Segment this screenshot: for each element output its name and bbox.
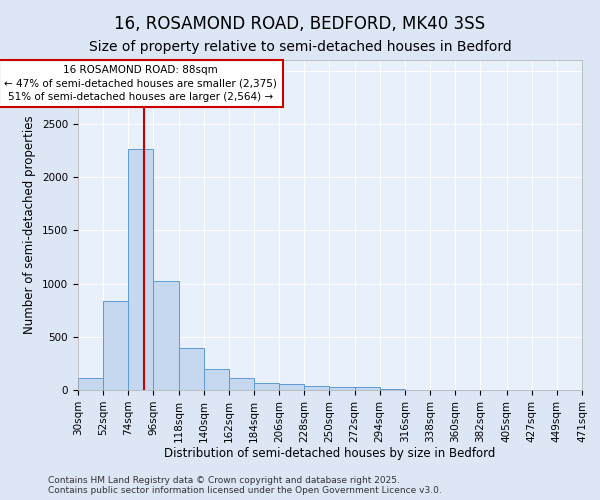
Bar [329, 387, 355, 390]
Bar [355, 387, 380, 390]
Text: 16, ROSAMOND ROAD, BEDFORD, MK40 3SS: 16, ROSAMOND ROAD, BEDFORD, MK40 3SS [115, 15, 485, 33]
Bar [229, 378, 254, 390]
Bar [78, 378, 103, 390]
Bar [179, 348, 204, 390]
Text: Contains HM Land Registry data © Crown copyright and database right 2025.
Contai: Contains HM Land Registry data © Crown c… [48, 476, 442, 495]
Bar [103, 300, 128, 390]
Text: 16 ROSAMOND ROAD: 88sqm
← 47% of semi-detached houses are smaller (2,375)
51% of: 16 ROSAMOND ROAD: 88sqm ← 47% of semi-de… [4, 66, 277, 102]
Text: Size of property relative to semi-detached houses in Bedford: Size of property relative to semi-detach… [89, 40, 511, 54]
Bar [204, 368, 229, 390]
Bar [154, 282, 179, 390]
Bar [304, 386, 329, 390]
Bar [128, 150, 154, 390]
Bar [279, 384, 304, 390]
Bar [254, 383, 279, 390]
X-axis label: Distribution of semi-detached houses by size in Bedford: Distribution of semi-detached houses by … [164, 448, 496, 460]
Y-axis label: Number of semi-detached properties: Number of semi-detached properties [23, 116, 37, 334]
